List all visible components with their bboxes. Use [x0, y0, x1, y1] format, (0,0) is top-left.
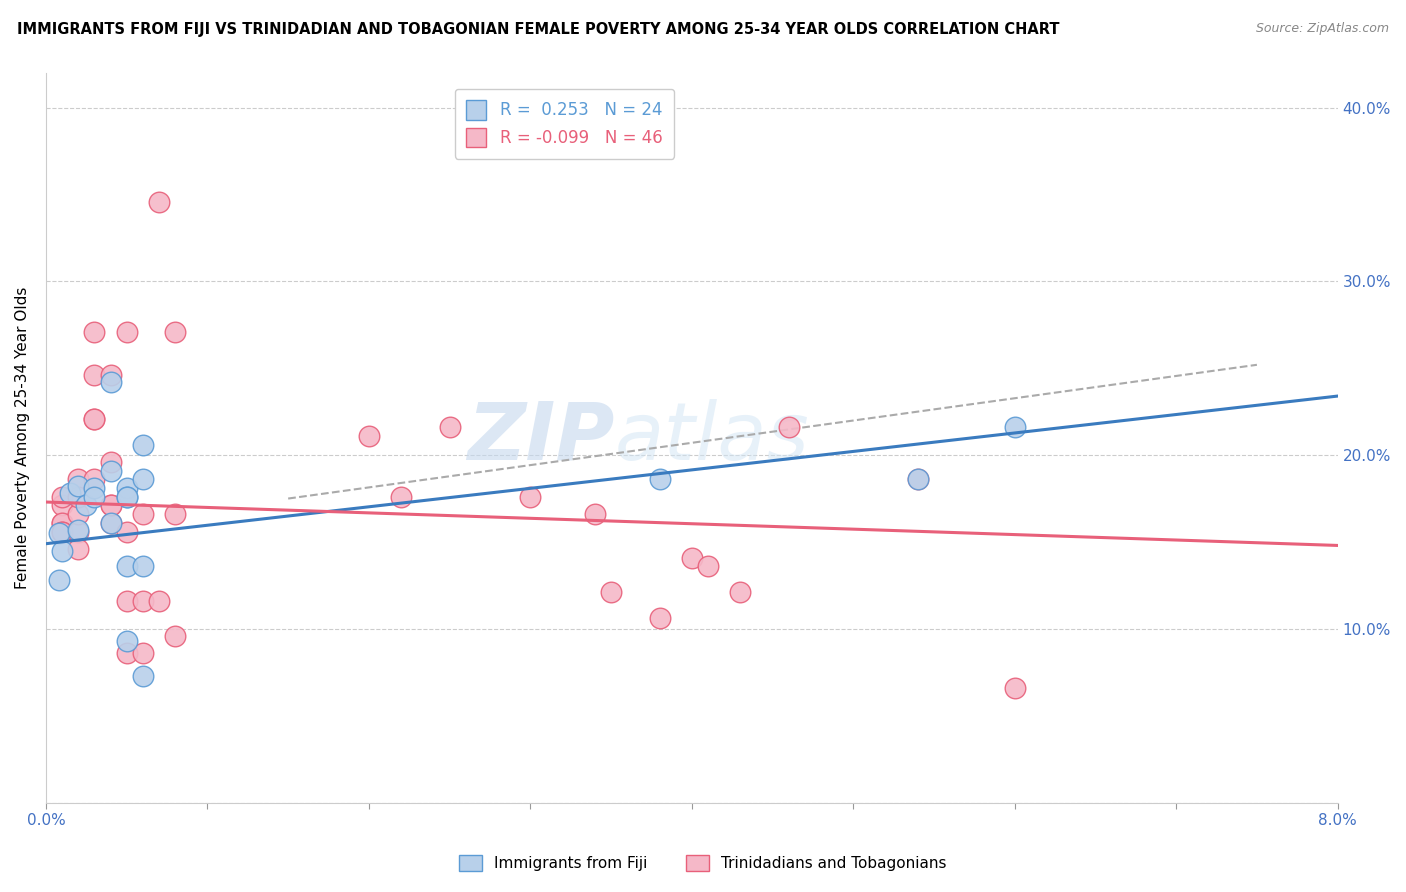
Point: [67, 523, 90, 537]
Point: [115, 559, 138, 574]
Point: [439, 420, 461, 434]
Text: IMMIGRANTS FROM FIJI VS TRINIDADIAN AND TOBAGONIAN FEMALE POVERTY AMONG 25-34 YE: IMMIGRANTS FROM FIJI VS TRINIDADIAN AND …: [17, 22, 1059, 37]
Point: [148, 594, 170, 608]
Point: [51, 524, 73, 539]
Point: [132, 507, 155, 521]
Point: [132, 646, 155, 660]
Point: [165, 325, 187, 339]
Point: [67, 507, 90, 521]
Point: [648, 472, 671, 486]
Point: [778, 420, 800, 434]
Point: [728, 585, 751, 599]
Point: [51, 499, 73, 513]
Point: [100, 516, 122, 530]
Legend: Immigrants from Fiji, Trinidadians and Tobagonians: Immigrants from Fiji, Trinidadians and T…: [453, 849, 953, 877]
Point: [115, 594, 138, 608]
Point: [83, 368, 105, 383]
Point: [132, 669, 155, 683]
Point: [132, 438, 155, 452]
Point: [115, 490, 138, 504]
Point: [83, 325, 105, 339]
Point: [357, 429, 380, 443]
Point: [100, 464, 122, 478]
Point: [100, 368, 122, 383]
Point: [115, 634, 138, 648]
Point: [51, 543, 73, 558]
Point: [907, 472, 929, 486]
Point: [115, 646, 138, 660]
Point: [48, 573, 70, 587]
Point: [100, 499, 122, 513]
Text: atlas: atlas: [614, 399, 808, 476]
Point: [67, 490, 90, 504]
Point: [115, 325, 138, 339]
Point: [648, 611, 671, 625]
Y-axis label: Female Poverty Among 25-34 Year Olds: Female Poverty Among 25-34 Year Olds: [15, 286, 30, 589]
Legend: R =  0.253   N = 24, R = -0.099   N = 46: R = 0.253 N = 24, R = -0.099 N = 46: [454, 88, 673, 159]
Point: [51, 516, 73, 530]
Point: [100, 516, 122, 530]
Point: [100, 499, 122, 513]
Point: [165, 507, 187, 521]
Point: [51, 490, 73, 504]
Text: Source: ZipAtlas.com: Source: ZipAtlas.com: [1256, 22, 1389, 36]
Point: [148, 194, 170, 209]
Point: [132, 559, 155, 574]
Point: [165, 629, 187, 643]
Point: [83, 481, 105, 495]
Point: [83, 490, 105, 504]
Point: [67, 472, 90, 486]
Text: ZIP: ZIP: [467, 399, 614, 476]
Point: [583, 507, 606, 521]
Point: [697, 559, 720, 574]
Point: [115, 481, 138, 495]
Point: [100, 375, 122, 389]
Point: [519, 490, 541, 504]
Point: [115, 524, 138, 539]
Point: [83, 411, 105, 425]
Point: [600, 585, 623, 599]
Point: [132, 472, 155, 486]
Point: [75, 499, 97, 513]
Point: [100, 455, 122, 469]
Point: [1004, 420, 1026, 434]
Point: [389, 490, 412, 504]
Point: [1004, 681, 1026, 695]
Point: [67, 524, 90, 539]
Point: [681, 550, 703, 565]
Point: [907, 472, 929, 486]
Point: [67, 541, 90, 556]
Point: [51, 524, 73, 539]
Point: [132, 594, 155, 608]
Point: [48, 526, 70, 541]
Point: [59, 486, 82, 500]
Point: [83, 411, 105, 425]
Point: [83, 472, 105, 486]
Point: [115, 490, 138, 504]
Point: [67, 479, 90, 493]
Point: [51, 516, 73, 530]
